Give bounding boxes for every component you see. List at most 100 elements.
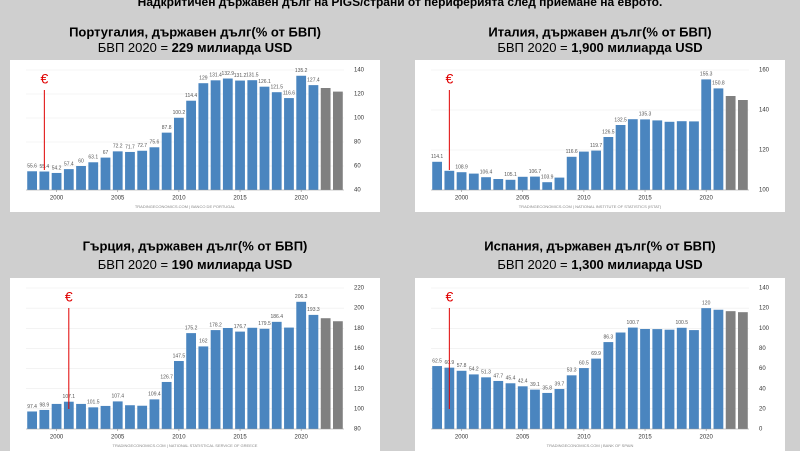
x-tick-label: 2000	[455, 435, 469, 441]
bar	[222, 78, 233, 190]
value-label: 63.1	[88, 155, 98, 161]
bar	[173, 117, 184, 190]
bar	[259, 328, 270, 429]
chart-source: TRADINGECONOMICS.COM | NATIONAL INSTITUT…	[519, 204, 662, 209]
value-label: 107.4	[111, 394, 124, 400]
x-tick-label: 2010	[577, 196, 591, 202]
page-title: Надкритичен държавен дълг на PIGS/страни…	[138, 0, 663, 9]
value-label: 39.7	[555, 381, 565, 387]
bar	[456, 370, 467, 429]
bar	[432, 366, 443, 429]
value-label: 147.5	[173, 353, 186, 359]
bar	[39, 409, 50, 429]
subtitle-part: 1,300 милиарда USD	[571, 257, 702, 272]
value-label: 116.6	[283, 90, 295, 96]
bar	[517, 176, 528, 190]
y-tick-label: 80	[759, 346, 766, 352]
x-tick-label: 2005	[516, 435, 530, 441]
bar	[444, 170, 455, 190]
bar	[566, 375, 577, 429]
bar	[566, 156, 577, 190]
bar	[627, 119, 638, 190]
bar	[676, 327, 687, 429]
chart-subtitle: БВП 2020 = 229 милиарда USD	[98, 40, 292, 55]
bar	[554, 177, 565, 190]
value-label: 126.1	[258, 79, 271, 85]
bar	[296, 301, 307, 429]
value-label: 57.8	[457, 363, 467, 369]
bar	[125, 151, 135, 190]
value-label: 100.5	[675, 320, 688, 326]
bar	[652, 329, 663, 429]
x-tick-label: 2005	[111, 196, 125, 202]
value-label: 62.5	[432, 358, 442, 364]
bar	[468, 173, 479, 190]
bar	[530, 389, 540, 429]
bar	[701, 308, 712, 429]
bar	[701, 79, 712, 190]
bar	[100, 405, 111, 429]
value-label: 42.4	[518, 379, 528, 385]
chart-source: TRADINGECONOMICS.COM | BANCO DE PORTUGAL	[135, 204, 236, 209]
bar	[530, 176, 540, 190]
bar	[173, 361, 184, 429]
value-label: 119.7	[590, 143, 602, 149]
y-tick-label: 140	[759, 108, 770, 114]
bar	[149, 399, 160, 429]
bar	[161, 381, 172, 429]
bar	[578, 368, 589, 429]
bar	[737, 312, 748, 429]
value-label: 114.1	[431, 154, 443, 160]
value-label: 106.7	[529, 169, 542, 175]
bar	[51, 403, 62, 429]
bar	[493, 179, 504, 190]
y-tick-label: 120	[759, 148, 770, 154]
chart-title: Испания, държавен дълг(% от БВП)	[484, 238, 716, 253]
value-label: 72.2	[113, 144, 123, 150]
value-label: 54.2	[52, 165, 62, 171]
x-tick-label: 2005	[516, 196, 530, 202]
y-tick-label: 80	[354, 140, 361, 146]
chart-panel: Италия, държавен дълг(% от БВП)БВП 2020 …	[415, 24, 785, 212]
y-tick-label: 0	[759, 427, 763, 433]
value-label: 132.5	[614, 117, 627, 123]
bar	[591, 358, 602, 429]
bar	[640, 328, 650, 429]
bar	[615, 332, 626, 429]
value-label: 206.3	[295, 294, 308, 300]
y-tick-label: 100	[354, 406, 365, 412]
bar	[578, 151, 589, 190]
bar	[112, 151, 123, 190]
bar	[689, 121, 699, 190]
value-label: 162	[199, 339, 208, 345]
bar	[88, 162, 99, 190]
euro-marker-label: €	[445, 71, 453, 87]
value-label: 114.4	[185, 93, 197, 99]
value-label: 72.7	[137, 143, 147, 149]
bar	[640, 119, 650, 190]
value-label: 155.3	[700, 72, 713, 78]
value-label: 55.6	[27, 164, 37, 170]
bar	[432, 161, 443, 190]
y-tick-label: 20	[759, 406, 766, 412]
value-label: 131.5	[246, 73, 259, 79]
subtitle-part: БВП 2020 =	[98, 257, 172, 272]
bar	[713, 309, 724, 429]
value-label: 135.2	[295, 68, 308, 74]
x-tick-label: 2015	[638, 196, 652, 202]
bar	[664, 329, 675, 429]
x-tick-label: 2020	[700, 196, 714, 202]
chart-panel: Гърция, държавен дълг(% от БВП) БВП 2020 …	[10, 238, 380, 451]
bar	[320, 318, 331, 429]
x-tick-label: 2010	[172, 435, 186, 441]
chart-subtitle: БВП 2020 = 190 милиарда USD	[98, 257, 292, 272]
bar	[542, 392, 553, 429]
bar	[186, 333, 197, 429]
bar	[51, 172, 62, 190]
value-label: 120	[702, 300, 711, 306]
chart-title: Италия, държавен дълг(% от БВП)	[488, 24, 711, 39]
subtitle-part: БВП 2020 =	[497, 257, 571, 272]
subtitle-part: БВП 2020 =	[497, 40, 571, 55]
bar	[271, 321, 282, 429]
